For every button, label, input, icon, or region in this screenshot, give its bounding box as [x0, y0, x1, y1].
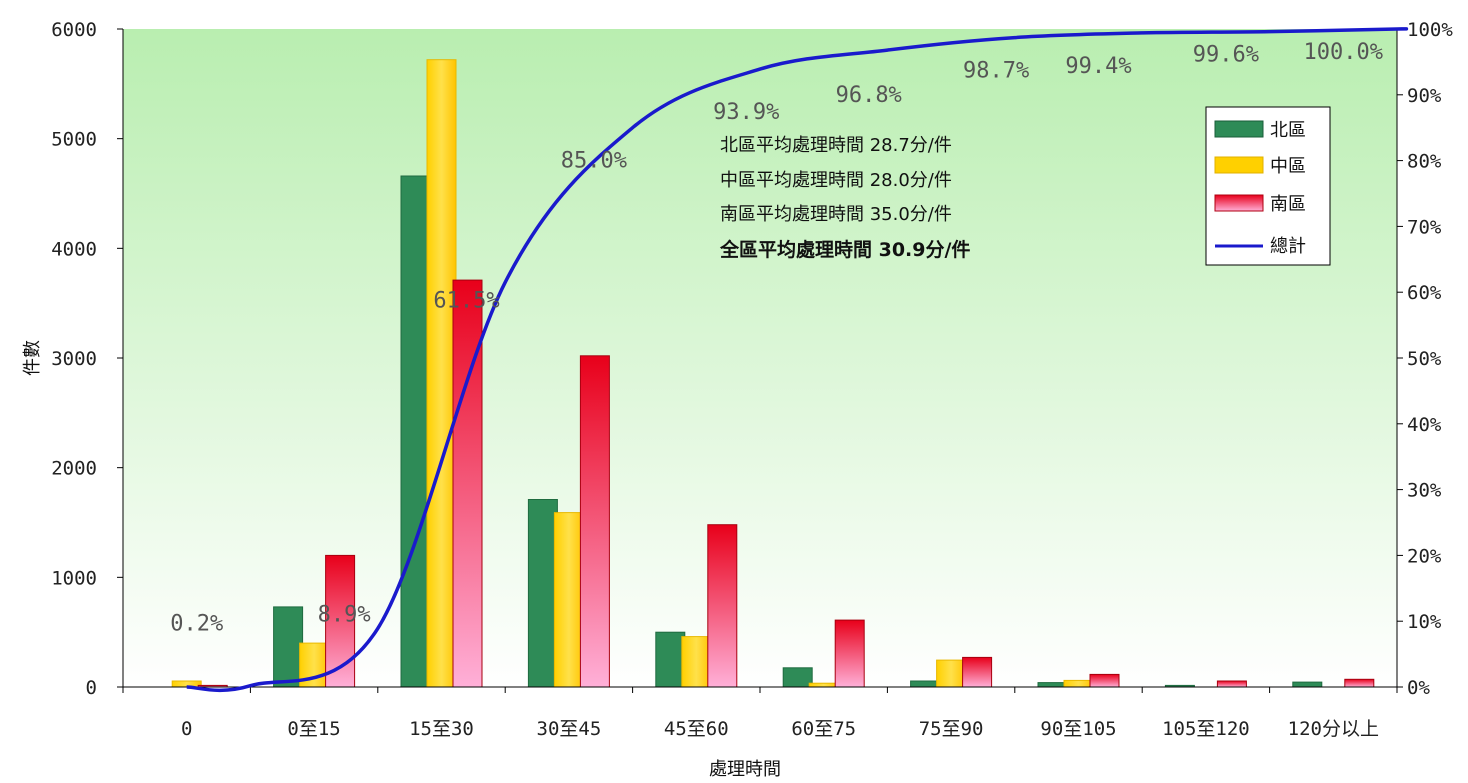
bar-south-6	[962, 656, 993, 688]
cumulative-point-label: 100.0%	[1304, 40, 1383, 65]
x-tick-label: 0至15	[287, 718, 340, 740]
y-tick-label: 2000	[51, 458, 97, 480]
x-tick-label: 75至90	[919, 718, 984, 740]
x-tick-label: 0	[181, 718, 192, 740]
bar-middle-7	[1063, 679, 1094, 688]
y2-tick-label: 100%	[1407, 19, 1453, 41]
legend: 北區 中區 南區 總計	[1205, 106, 1331, 266]
y2-tick-label: 90%	[1407, 85, 1442, 107]
bar-south-2	[452, 279, 483, 688]
cumulative-point-label: 0.2%	[170, 612, 223, 637]
bar-north-2	[400, 175, 431, 688]
y-tick-label: 1000	[51, 567, 97, 589]
y-tick-label: 4000	[51, 238, 97, 260]
annotation-north: 北區平均處理時間 28.7分/件	[720, 135, 952, 156]
annotation-south: 南區平均處理時間 35.0分/件	[720, 204, 952, 225]
bar-south-7	[1089, 673, 1120, 688]
y-tick-label: 6000	[51, 19, 97, 41]
legend-label-north: 北區	[1270, 120, 1306, 141]
bar-south-8	[1216, 680, 1247, 688]
x-tick-label: 45至60	[664, 718, 729, 740]
x-tick-label: 30至45	[537, 718, 602, 740]
y2-tick-label: 80%	[1407, 151, 1442, 173]
y2-tick-label: 30%	[1407, 480, 1442, 502]
bar-south-9	[1344, 678, 1375, 688]
annotation-box: 北區平均處理時間 28.7分/件 中區平均處理時間 28.0分/件 南區平均處理…	[719, 135, 970, 261]
bar-middle-4	[681, 636, 712, 688]
y2-tick-label: 60%	[1407, 282, 1442, 304]
bar-north-9	[1292, 681, 1323, 688]
x-axis-title: 處理時間	[709, 759, 781, 780]
bar-middle-6	[936, 659, 967, 688]
y-axis-title: 件數	[22, 340, 43, 376]
legend-label-middle: 中區	[1270, 156, 1306, 177]
y2-tick-label: 10%	[1407, 611, 1442, 633]
cumulative-point-label: 99.6%	[1193, 43, 1259, 68]
x-tick-label: 60至75	[791, 718, 856, 740]
bar-middle-5	[808, 682, 839, 688]
cumulative-point-label: 98.7%	[963, 59, 1029, 84]
bar-north-4	[655, 631, 686, 688]
cumulative-point-label: 8.9%	[318, 602, 371, 627]
cumulative-point-label: 93.9%	[713, 100, 779, 125]
legend-label-south: 南區	[1270, 194, 1306, 215]
y-tick-label: 5000	[51, 129, 97, 151]
bar-north-5	[782, 667, 813, 688]
x-tick-label: 120分以上	[1288, 718, 1379, 740]
y2-tick-label: 40%	[1407, 414, 1442, 436]
y2-tick-label: 50%	[1407, 348, 1442, 370]
bar-south-5	[834, 619, 865, 688]
legend-swatch-middle	[1214, 156, 1264, 174]
x-tick-label: 15至30	[409, 718, 474, 740]
labels-layer: 0.2% 8.9% 61.5% 85.0% 93.9% 96.8% 98.7% 99.4% 99…	[170, 40, 1383, 637]
x-tick-label: 105至120	[1162, 718, 1250, 740]
bar-north-6	[910, 680, 941, 688]
y2-tick-label: 70%	[1407, 216, 1442, 238]
bar-north-7	[1037, 682, 1068, 688]
bar-north-1	[273, 606, 304, 688]
x-tick-label: 90至105	[1040, 718, 1116, 740]
cumulative-point-label: 96.8%	[836, 83, 902, 108]
bar-middle-2	[426, 59, 457, 688]
y-tick-label: 3000	[51, 348, 97, 370]
cumulative-line	[186, 27, 1409, 693]
legend-swatch-north	[1214, 120, 1264, 138]
annotation-overall: 全區平均處理時間 30.9分/件	[719, 238, 970, 261]
legend-label-total: 總計	[1270, 236, 1306, 257]
bar-south-4	[707, 524, 738, 688]
bar-south-3	[579, 355, 610, 688]
annotation-middle: 中區平均處理時間 28.0分/件	[720, 170, 952, 191]
bar-middle-3	[553, 512, 584, 688]
y2-tick-label: 20%	[1407, 545, 1442, 567]
bar-north-3	[527, 499, 558, 688]
cumulative-point-label: 85.0%	[561, 149, 627, 174]
cumulative-point-label: 61.5%	[433, 288, 499, 313]
cumulative-line-layer	[186, 27, 1409, 693]
y2-tick-label: 0%	[1407, 677, 1430, 699]
legend-swatch-south	[1214, 194, 1264, 212]
y-tick-label: 0	[86, 677, 97, 699]
cumulative-point-label: 99.4%	[1065, 54, 1131, 79]
